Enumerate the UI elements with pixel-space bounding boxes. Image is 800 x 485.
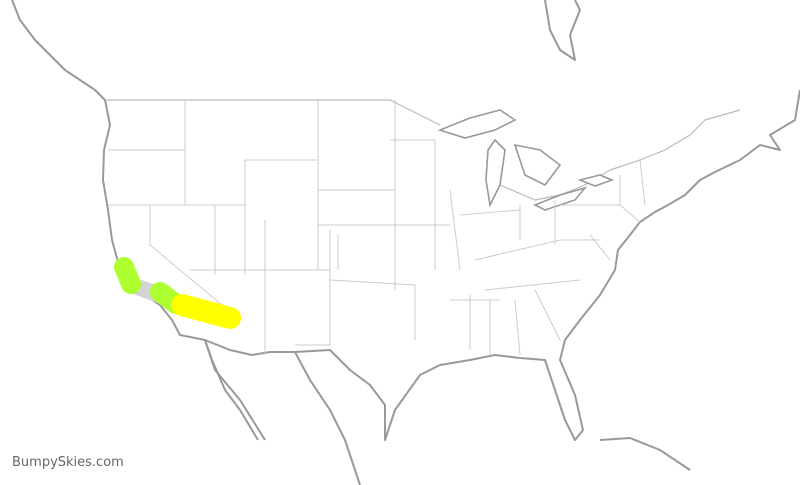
coastline-hudson [544,0,581,61]
coastline-cuba [599,437,691,471]
turbulence-segment-light [114,257,141,294]
lake-superior [437,109,517,139]
lake-michigan [485,138,506,208]
border-canada [105,99,741,201]
lake-ontario [577,174,615,187]
coastline-british-columbia [11,0,106,101]
coastline-us [102,89,800,441]
coastline-mexico [204,339,361,485]
lake-huron [513,143,562,187]
lake-erie [533,186,588,211]
state-borders [108,100,646,356]
watermark: BumpySkies.com [12,455,124,470]
flight-route [114,257,241,329]
turbulence-segment-moderate [171,294,241,329]
